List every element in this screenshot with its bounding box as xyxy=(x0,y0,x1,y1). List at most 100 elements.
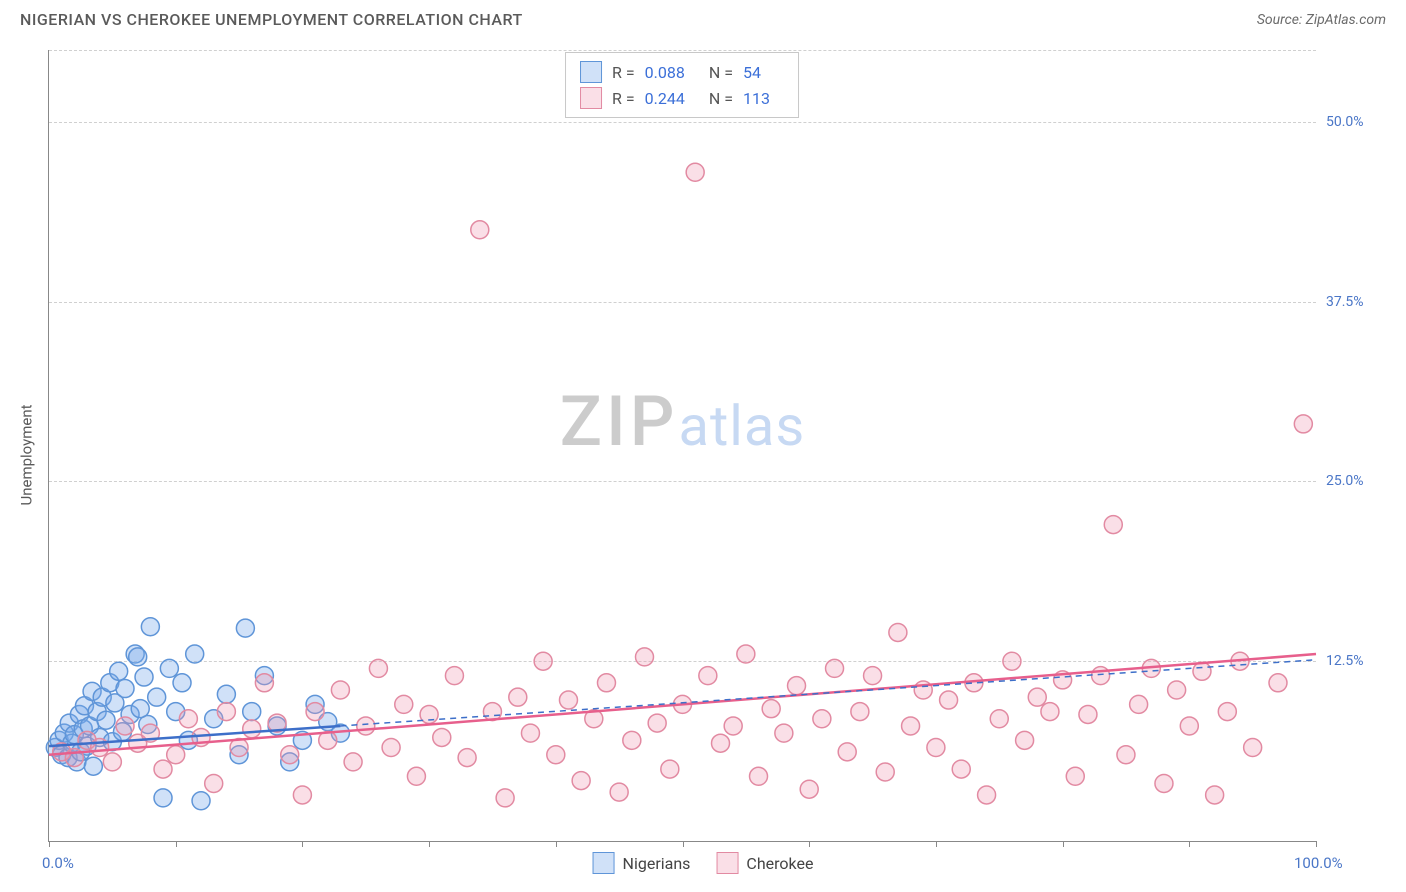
data-point xyxy=(623,731,641,749)
data-point xyxy=(179,710,197,728)
data-point xyxy=(173,674,191,692)
data-point xyxy=(762,700,780,718)
data-point xyxy=(826,659,844,677)
data-point xyxy=(800,780,818,798)
data-point xyxy=(281,746,299,764)
data-point xyxy=(395,695,413,713)
y-tick-label: 50.0% xyxy=(1326,114,1386,130)
data-point xyxy=(1079,705,1097,723)
data-point xyxy=(1003,652,1021,670)
data-point xyxy=(154,789,172,807)
data-point xyxy=(1244,739,1262,757)
data-point xyxy=(116,680,134,698)
data-point xyxy=(712,734,730,752)
data-point xyxy=(559,691,577,709)
data-point xyxy=(952,760,970,778)
data-point xyxy=(205,774,223,792)
data-point xyxy=(775,724,793,742)
data-point xyxy=(129,648,147,666)
x-axis-max-label: 100.0% xyxy=(1294,854,1343,872)
data-point xyxy=(661,760,679,778)
trend-line-cherokee xyxy=(49,654,1316,755)
legend-item-nigerians: Nigerians xyxy=(593,852,691,874)
data-point xyxy=(192,792,210,810)
data-point xyxy=(433,728,451,746)
data-point xyxy=(103,753,121,771)
x-tick-mark xyxy=(302,841,303,847)
data-point xyxy=(1218,703,1236,721)
data-point xyxy=(509,688,527,706)
data-point xyxy=(635,648,653,666)
data-point xyxy=(927,739,945,757)
plot-area: ZIPatlas 12.5%25.0%37.5%50.0% xyxy=(48,50,1316,842)
data-point xyxy=(521,724,539,742)
data-point xyxy=(369,659,387,677)
y-axis-title: Unemployment xyxy=(18,404,36,505)
data-point xyxy=(141,618,159,636)
x-tick-mark xyxy=(556,841,557,847)
data-point xyxy=(686,163,704,181)
data-point xyxy=(236,619,254,637)
data-point xyxy=(110,662,128,680)
x-tick-mark xyxy=(936,841,937,847)
data-point xyxy=(737,645,755,663)
data-point xyxy=(1041,703,1059,721)
swatch-nigerians-icon xyxy=(593,852,615,874)
data-point xyxy=(699,667,717,685)
data-point xyxy=(217,703,235,721)
data-point xyxy=(331,681,349,699)
data-point xyxy=(1294,415,1312,433)
data-point xyxy=(978,786,996,804)
swatch-cherokee-icon xyxy=(716,852,738,874)
data-point xyxy=(1066,767,1084,785)
data-point xyxy=(306,703,324,721)
data-point xyxy=(876,763,894,781)
legend-row-nigerians: R = 0.088 N = 54 xyxy=(580,59,784,85)
chart-container: ZIPatlas 12.5%25.0%37.5%50.0% R = 0.088 … xyxy=(48,50,1316,842)
data-point xyxy=(864,667,882,685)
legend-label: Nigerians xyxy=(623,854,691,873)
data-point xyxy=(496,789,514,807)
x-tick-mark xyxy=(809,841,810,847)
data-point xyxy=(572,772,590,790)
legend-item-cherokee: Cherokee xyxy=(716,852,813,874)
scatter-plot-svg xyxy=(49,50,1316,841)
x-tick-mark xyxy=(1189,841,1190,847)
data-point xyxy=(84,757,102,775)
data-point xyxy=(243,703,261,721)
data-point xyxy=(1092,667,1110,685)
data-point xyxy=(458,749,476,767)
x-axis-min-label: 0.0% xyxy=(42,854,74,872)
title-bar: NIGERIAN VS CHEROKEE UNEMPLOYMENT CORREL… xyxy=(0,0,1406,35)
data-point xyxy=(148,688,166,706)
data-point xyxy=(97,711,115,729)
data-point xyxy=(1117,746,1135,764)
data-point xyxy=(724,717,742,735)
data-point xyxy=(116,717,134,735)
data-point xyxy=(255,674,273,692)
x-tick-mark xyxy=(429,841,430,847)
data-point xyxy=(534,652,552,670)
swatch-nigerians-icon xyxy=(580,61,602,83)
swatch-cherokee-icon xyxy=(580,87,602,109)
x-tick-mark xyxy=(49,841,50,847)
x-tick-mark xyxy=(683,841,684,847)
data-point xyxy=(407,767,425,785)
legend-row-cherokee: R = 0.244 N = 113 xyxy=(580,85,784,111)
legend-bottom: Nigerians Cherokee xyxy=(593,852,814,874)
data-point xyxy=(1206,786,1224,804)
data-point xyxy=(445,667,463,685)
data-point xyxy=(1155,774,1173,792)
data-point xyxy=(547,746,565,764)
data-point xyxy=(610,783,628,801)
y-tick-label: 37.5% xyxy=(1326,294,1386,310)
x-tick-mark xyxy=(176,841,177,847)
data-point xyxy=(1104,516,1122,534)
data-point xyxy=(838,743,856,761)
data-point xyxy=(1028,688,1046,706)
data-point xyxy=(135,668,153,686)
data-point xyxy=(902,717,920,735)
y-tick-label: 25.0% xyxy=(1326,473,1386,489)
data-point xyxy=(1193,662,1211,680)
data-point xyxy=(382,739,400,757)
